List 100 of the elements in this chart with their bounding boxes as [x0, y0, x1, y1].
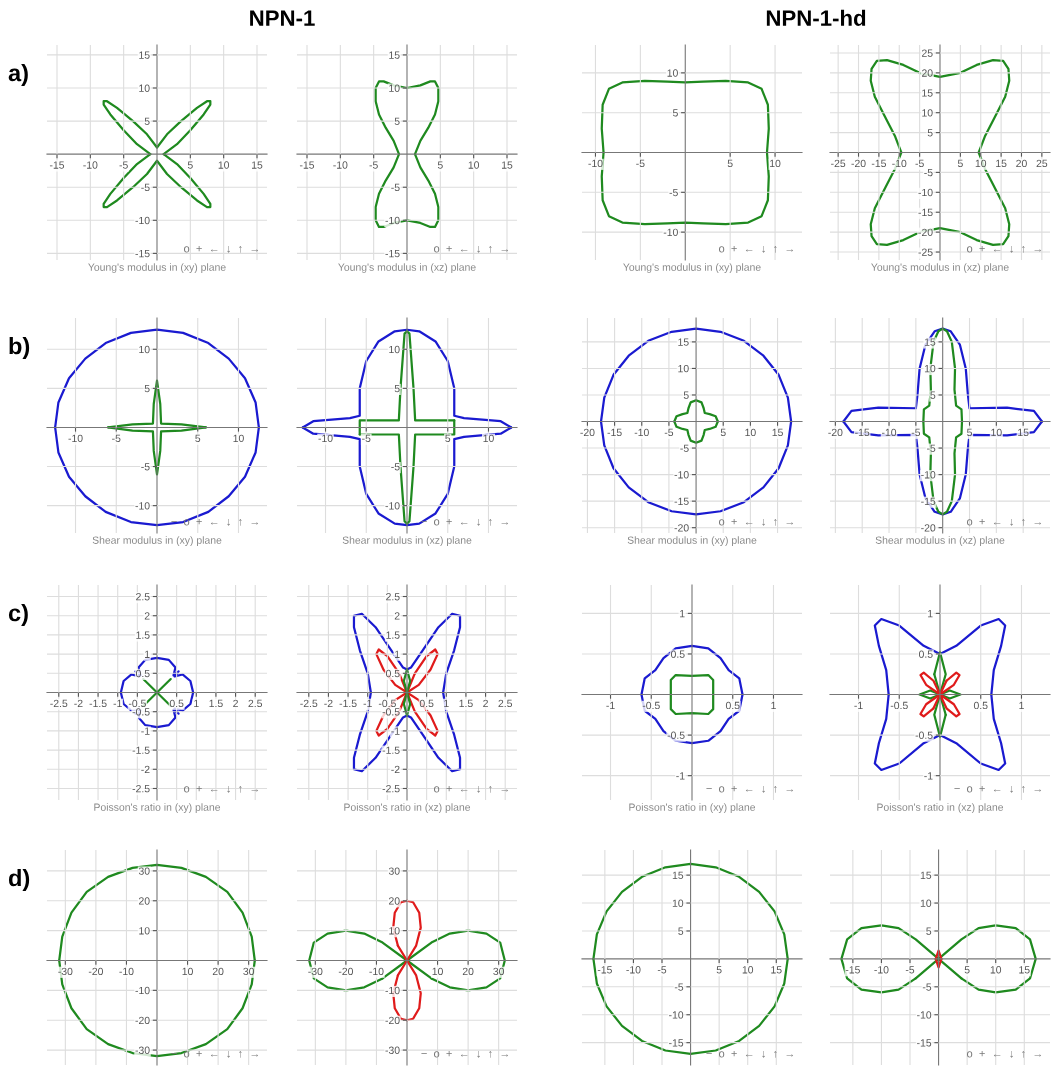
x-tick-label: -25: [831, 159, 846, 168]
x-tick-label: -5: [112, 434, 121, 443]
x-tick-label: -10: [68, 434, 83, 443]
x-tick-label: 15: [1019, 966, 1030, 974]
y-tick-label: -2.5: [132, 784, 150, 793]
y-tick-label: 5: [927, 129, 933, 137]
annotation: o + ← ↓ ↑ →: [967, 245, 1042, 253]
annotation: o + ← ↓ ↑ →: [184, 785, 259, 793]
y-tick-label: -2: [141, 765, 150, 774]
x-axis-title: Poisson's ratio in (xy) plane: [629, 803, 756, 813]
y-tick-label: 2: [394, 612, 400, 620]
x-tick-label: 0.5: [725, 701, 740, 710]
x-tick-label: -1: [854, 701, 863, 710]
y-tick-label: -10: [669, 1011, 684, 1019]
y-tick-label: -5: [391, 463, 400, 471]
x-tick-label: 10: [745, 428, 756, 437]
x-tick-label: -2: [324, 699, 333, 707]
x-tick-label: 5: [964, 966, 970, 974]
x-tick-label: 0.5: [419, 699, 434, 708]
y-tick-label: 0.5: [135, 669, 150, 678]
y-tick-label: 10: [672, 899, 684, 907]
x-tick-label: -10: [318, 434, 333, 443]
x-tick-label: -5: [905, 966, 915, 974]
x-tick-label: -5: [636, 159, 645, 168]
y-tick-label: 10: [389, 84, 400, 92]
y-tick-label: 0.5: [670, 650, 685, 658]
y-tick-label: -15: [674, 497, 689, 506]
x-tick-label: 10: [432, 967, 443, 976]
x-tick-label: 1: [444, 699, 449, 707]
x-tick-label: 30: [493, 967, 505, 976]
annotation: − o + ← ↓ ↑ →: [706, 785, 794, 793]
x-tick-label: 5: [967, 428, 972, 437]
x-tick-label: 10: [233, 434, 244, 443]
y-tick-label: -20: [918, 228, 933, 237]
annotation: o + ← ↓ ↑ →: [184, 245, 259, 253]
y-tick-label: -0.5: [915, 731, 933, 739]
y-tick-label: -15: [385, 249, 400, 258]
y-tick-label: -10: [917, 1011, 932, 1019]
x-tick-label: -5: [657, 966, 667, 974]
x-tick-label: -1.5: [89, 699, 107, 708]
y-tick-label: -10: [385, 986, 400, 995]
x-tick-label: -20: [828, 428, 843, 437]
y-tick-label: -0.5: [132, 708, 150, 716]
x-tick-label: 20: [212, 967, 224, 976]
y-tick-label: 10: [924, 364, 936, 373]
x-tick-label: 30: [243, 967, 255, 976]
y-tick-label: 1: [145, 650, 150, 658]
y-tick-label: 2.5: [136, 593, 150, 601]
y-tick-label: 1: [680, 610, 685, 618]
y-tick-label: -15: [921, 497, 936, 506]
y-tick-label: 10: [667, 69, 678, 77]
y-tick-label: 5: [926, 927, 932, 935]
text: a): [8, 64, 28, 86]
x-tick-label: 15: [772, 428, 783, 437]
y-tick-label: 10: [139, 345, 150, 354]
y-tick-label: -1: [391, 727, 400, 735]
y-tick-label: 0.5: [385, 669, 400, 678]
x-tick-label: 20: [462, 967, 474, 976]
x-tick-label: -1.5: [339, 699, 357, 708]
x-tick-label: -20: [338, 967, 354, 976]
annotation: o + ← ↓ ↑ →: [434, 785, 509, 793]
y-tick-label: 15: [922, 89, 933, 97]
x-tick-label: -5: [119, 161, 128, 169]
x-tick-label: -1: [606, 701, 615, 710]
y-tick-label: 5: [144, 117, 150, 125]
x-tick-label: -15: [49, 161, 65, 169]
y-tick-label: 1.5: [136, 631, 150, 639]
y-tick-label: 15: [924, 338, 936, 346]
x-tick-label: 1: [194, 699, 199, 707]
x-tick-label: -2: [74, 699, 83, 707]
x-axis-title: Poisson's ratio in (xy) plane: [94, 803, 221, 813]
y-tick-label: 5: [678, 927, 684, 935]
y-tick-label: -10: [135, 216, 150, 225]
y-tick-label: -10: [135, 502, 150, 510]
x-tick-label: -20: [851, 159, 866, 168]
x-tick-label: -10: [369, 967, 384, 976]
x-tick-label: 15: [252, 161, 263, 169]
y-tick-label: -5: [922, 983, 932, 991]
y-tick-label: 15: [672, 871, 684, 880]
y-tick-label: 10: [139, 84, 150, 92]
y-tick-label: -15: [669, 1039, 684, 1047]
x-tick-label: -5: [362, 434, 371, 443]
y-tick-label: -15: [135, 249, 150, 258]
x-tick-label: -10: [892, 159, 907, 168]
x-tick-label: -15: [845, 966, 860, 974]
y-tick-label: 10: [678, 364, 689, 373]
y-tick-label: -10: [674, 471, 689, 479]
y-tick-label: -20: [674, 524, 689, 532]
y-tick-label: 0.5: [918, 650, 933, 658]
y-tick-label: -20: [921, 524, 936, 532]
y-tick-label: 20: [138, 897, 150, 905]
y-tick-label: -0.5: [382, 708, 400, 716]
chart-title: NPN-1-hd: [766, 9, 866, 26]
x-tick-label: 1.5: [459, 699, 473, 708]
x-tick-label: 10: [990, 966, 1002, 974]
y-tick-label: 2.5: [386, 593, 400, 601]
y-tick-label: -20: [135, 1016, 150, 1025]
y-tick-label: 30: [388, 867, 400, 875]
y-tick-label: 5: [394, 384, 400, 393]
y-tick-label: 20: [388, 897, 400, 905]
